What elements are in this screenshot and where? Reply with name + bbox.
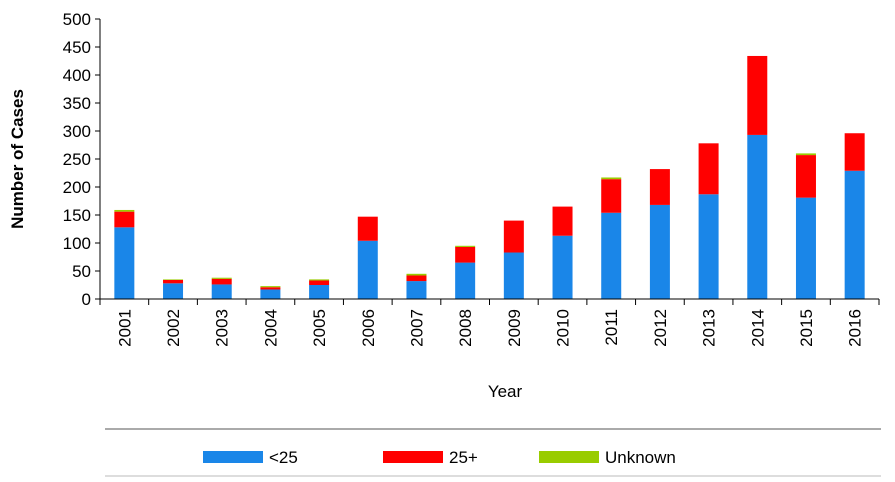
x-tick-label: 2015 xyxy=(797,309,816,347)
x-tick-label: 2003 xyxy=(213,309,232,347)
bar-segment xyxy=(844,133,865,171)
legend-swatch xyxy=(383,451,443,463)
x-tick-label: 2011 xyxy=(602,309,621,346)
x-tick-label: 2006 xyxy=(359,309,378,347)
x-tick-label: 2004 xyxy=(261,309,280,347)
bar-segment xyxy=(601,177,622,180)
bar-segment xyxy=(601,212,622,299)
bar-segment xyxy=(260,289,281,299)
x-tick-label: 2010 xyxy=(554,309,573,347)
y-tick-label: 500 xyxy=(63,10,91,29)
bar-segment xyxy=(406,275,427,282)
bar-segment xyxy=(795,155,816,198)
bar-segment xyxy=(503,220,524,253)
bar-segment xyxy=(649,169,670,205)
bar-segment xyxy=(649,204,670,299)
bar-segment xyxy=(260,287,281,290)
y-tick-label: 50 xyxy=(72,262,91,281)
bar-segment xyxy=(260,286,281,288)
x-tick-label: 2016 xyxy=(846,309,865,347)
legend-swatch xyxy=(539,451,599,463)
bar-segment xyxy=(211,278,232,285)
bar-segment xyxy=(455,246,476,263)
bar-segment xyxy=(747,134,768,299)
bar-segment xyxy=(114,211,135,228)
bar-segment xyxy=(747,55,768,135)
y-tick-label: 0 xyxy=(82,290,91,309)
bar-segment xyxy=(357,216,378,241)
bar-segment xyxy=(406,273,427,276)
bar-segment xyxy=(163,283,184,299)
legend-label: Unknown xyxy=(605,448,676,467)
bar-segment xyxy=(211,277,232,279)
bar-segment xyxy=(601,179,622,213)
bar-segment xyxy=(552,235,573,299)
x-tick-label: 2013 xyxy=(700,309,719,347)
bar-segment xyxy=(844,170,865,299)
x-tick-label: 2002 xyxy=(164,309,183,347)
bar-segment xyxy=(455,262,476,299)
bar-segment xyxy=(698,143,719,195)
x-tick-label: 2014 xyxy=(748,309,767,347)
bar-segment xyxy=(698,194,719,299)
y-tick-label: 150 xyxy=(63,206,91,225)
x-tick-label: 2009 xyxy=(505,309,524,347)
x-axis-title: Year xyxy=(488,382,523,401)
bar-segment xyxy=(357,240,378,299)
x-tick-label: 2001 xyxy=(115,309,134,347)
bar-segment xyxy=(309,279,330,281)
y-tick-label: 100 xyxy=(63,234,91,253)
bar-segment xyxy=(406,281,427,299)
y-tick-label: 200 xyxy=(63,178,91,197)
bar-segment xyxy=(552,206,573,236)
bar-segment xyxy=(309,280,330,285)
bar-segment xyxy=(455,245,476,247)
legend-label: 25+ xyxy=(449,448,478,467)
x-tick-label: 2012 xyxy=(651,309,670,347)
bar-segment xyxy=(211,284,232,299)
legend-swatch xyxy=(203,451,263,463)
bar-segment xyxy=(309,285,330,299)
y-tick-label: 300 xyxy=(63,122,91,141)
y-tick-label: 250 xyxy=(63,150,91,169)
y-axis-title: Number of Cases xyxy=(8,89,27,229)
bar-segment xyxy=(503,252,524,299)
x-tick-label: 2005 xyxy=(310,309,329,347)
bar-segment xyxy=(795,197,816,299)
y-tick-label: 350 xyxy=(63,94,91,113)
y-tick-label: 400 xyxy=(63,66,91,85)
legend-label: <25 xyxy=(269,448,298,467)
y-tick-label: 450 xyxy=(63,38,91,57)
x-tick-label: 2007 xyxy=(407,309,426,347)
bar-segment xyxy=(114,209,135,212)
x-tick-label: 2008 xyxy=(456,309,475,347)
bar-segment xyxy=(163,279,184,284)
bar-segment xyxy=(795,153,816,156)
bar-segment xyxy=(163,279,184,280)
bar-segment xyxy=(114,227,135,299)
